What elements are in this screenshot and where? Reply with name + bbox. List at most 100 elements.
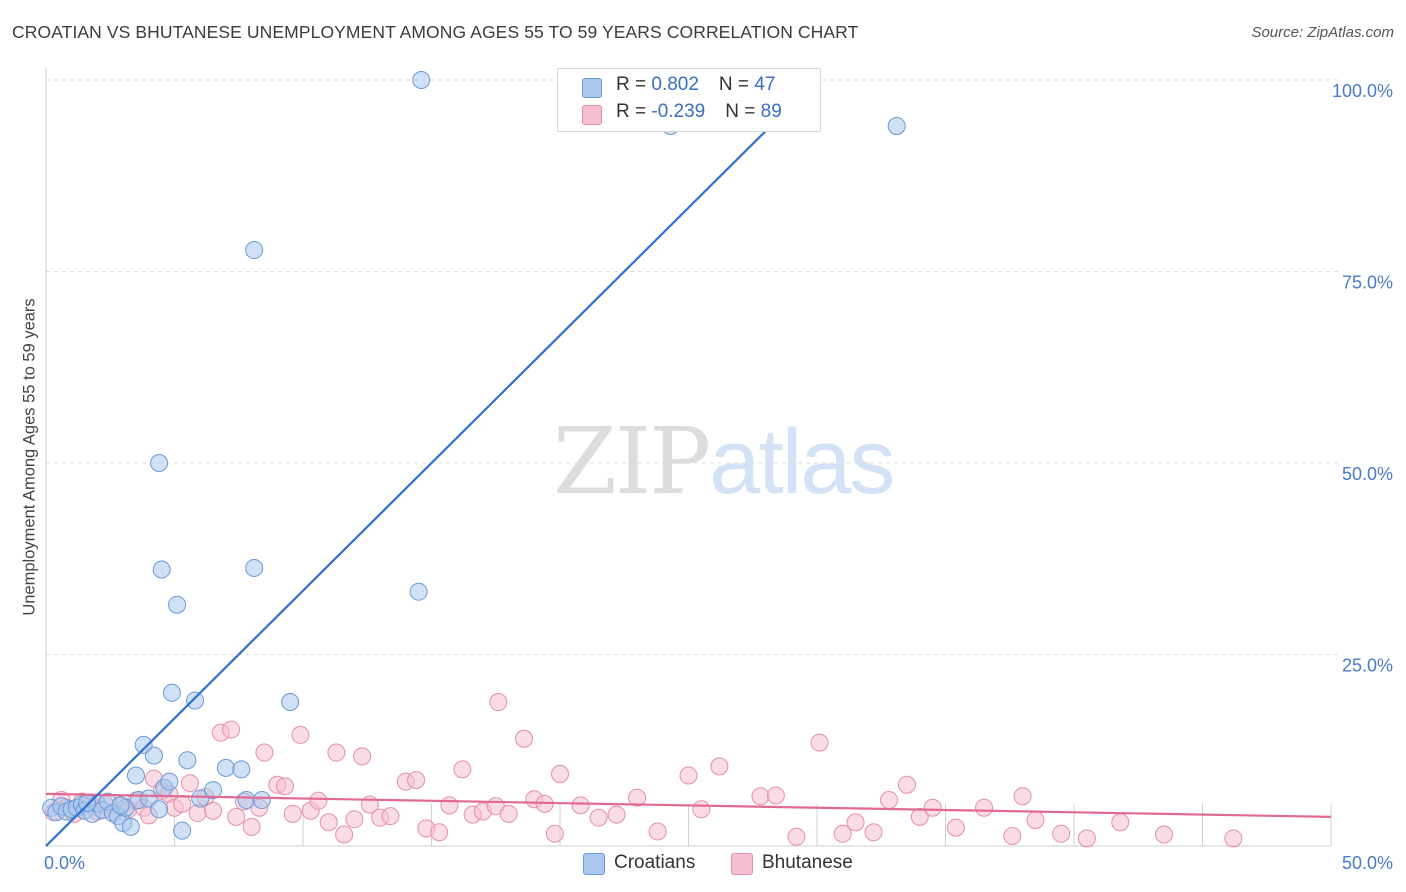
bhutanese-point: [291, 725, 310, 744]
tick-labels: 25.0% 50.0% 75.0% 100.0% 0.0% 50.0%: [44, 81, 1393, 873]
croatians-swatch: [582, 78, 602, 98]
croatians-point: [412, 71, 431, 89]
bhutanese-point: [946, 818, 965, 837]
bhutanese-point: [975, 798, 994, 817]
bhutanese-point: [489, 692, 508, 711]
source-label: Source: ZipAtlas.com: [1251, 24, 1394, 41]
r-value-croatians: 0.802: [651, 74, 699, 95]
croatians-point: [191, 789, 210, 808]
bhutanese-point: [173, 794, 192, 813]
croatians-point: [186, 691, 205, 710]
r-label: R =: [616, 74, 652, 95]
croatians-trendline: [45, 79, 818, 847]
croatians-point: [173, 821, 192, 840]
watermark-zip: ZIP: [553, 408, 711, 515]
bhutanese-point: [430, 823, 449, 842]
watermark: ZIPatlas: [553, 408, 896, 515]
bhutanese-point: [679, 766, 698, 785]
bhutanese-point: [787, 827, 806, 846]
croatians-point: [245, 241, 264, 260]
y-tick-label: 75.0%: [1342, 273, 1393, 293]
legend-text-croatians: R = 0.802 N = 47: [616, 74, 775, 96]
croatians-point: [168, 595, 187, 614]
croatians-point: [252, 791, 271, 810]
bhutanese-legend-label: Bhutanese: [762, 852, 853, 873]
bhutanese-point: [453, 760, 472, 779]
bhutanese-legend-swatch: [731, 853, 753, 875]
bhutanese-point: [1052, 824, 1071, 843]
trendlines: [45, 79, 1332, 847]
croatians-point: [245, 558, 264, 577]
croatians-point: [162, 683, 181, 702]
legend-text-bhutanese: R = -0.239 N = 89: [616, 101, 782, 123]
croatians-point: [111, 796, 130, 815]
bhutanese-point: [381, 807, 400, 826]
bhutanese-point: [1111, 813, 1130, 832]
y-tick-label: 100.0%: [1332, 81, 1393, 101]
correlation-legend: R = 0.802 N = 47 R = -0.239 N = 89: [557, 68, 821, 132]
croatians-point: [152, 560, 171, 579]
bhutanese-point: [255, 743, 274, 762]
bhutanese-point: [710, 757, 729, 776]
bhutanese-point: [589, 808, 608, 827]
croatians-legend-label: Croatians: [614, 852, 696, 873]
bhutanese-point: [1013, 787, 1032, 806]
croatians-point: [150, 454, 169, 472]
bhutanese-point: [833, 824, 852, 843]
bhutanese-point: [327, 743, 346, 762]
axes: [45, 68, 1332, 847]
n-label: N =: [718, 74, 755, 95]
bhutanese-point: [353, 747, 372, 766]
bhutanese-point: [864, 823, 883, 842]
bhutanese-point: [628, 788, 647, 807]
bhutanese-point: [923, 798, 942, 817]
x-tick-label: 0.0%: [44, 853, 85, 873]
bhutanese-point: [692, 800, 711, 819]
grid-lines: [46, 79, 1339, 655]
y-tick-label: 50.0%: [1342, 464, 1393, 484]
bhutanese-point: [242, 817, 261, 836]
bhutanese-point: [551, 764, 569, 783]
bhutanese-point: [648, 822, 667, 841]
watermark-atlas: atlas: [709, 411, 895, 513]
croatians-point: [204, 781, 223, 800]
r-label: R =: [616, 101, 652, 122]
bhutanese-swatch: [582, 105, 602, 125]
croatians-point: [281, 692, 300, 711]
bhutanese-point: [345, 810, 364, 829]
bhutanese-point: [810, 733, 829, 752]
bhutanese-point: [309, 791, 328, 810]
bhutanese-trendline: [45, 792, 1332, 818]
bhutanese-point: [440, 796, 459, 815]
chart-title: CROATIAN VS BHUTANESE UNEMPLOYMENT AMONG…: [12, 22, 859, 42]
croatians-point: [78, 794, 97, 813]
bhutanese-point: [1026, 810, 1045, 829]
bhutanese-point: [276, 777, 295, 796]
bhutanese-point: [319, 813, 338, 832]
croatians-point: [160, 772, 179, 791]
bhutanese-point: [1154, 825, 1173, 844]
r-value-bhutanese: -0.239: [651, 101, 706, 122]
bhutanese-point: [607, 805, 626, 824]
bhutanese-point: [545, 824, 564, 843]
bhutanese-point: [204, 801, 223, 820]
bhutanese-point: [335, 825, 354, 844]
croatians-point: [237, 791, 256, 810]
croatians-point: [232, 760, 251, 779]
n-value-croatians: 47: [754, 74, 776, 95]
n-label: N =: [725, 101, 761, 122]
y-tick-label: 25.0%: [1342, 656, 1393, 676]
bhutanese-point: [222, 720, 241, 739]
bhutanese-point: [515, 729, 534, 748]
croatians-point: [216, 758, 235, 777]
bhutanese-point: [1003, 827, 1022, 846]
croatians-point: [178, 751, 197, 770]
bhutanese-point: [910, 807, 929, 826]
bhutanese-point: [227, 807, 246, 826]
croatians-legend-swatch: [583, 853, 605, 875]
croatians-point: [144, 746, 163, 765]
bhutanese-point: [407, 771, 426, 790]
bhutanese-point: [846, 813, 865, 832]
croatians-point: [121, 817, 140, 836]
bhutanese-point: [283, 804, 302, 823]
